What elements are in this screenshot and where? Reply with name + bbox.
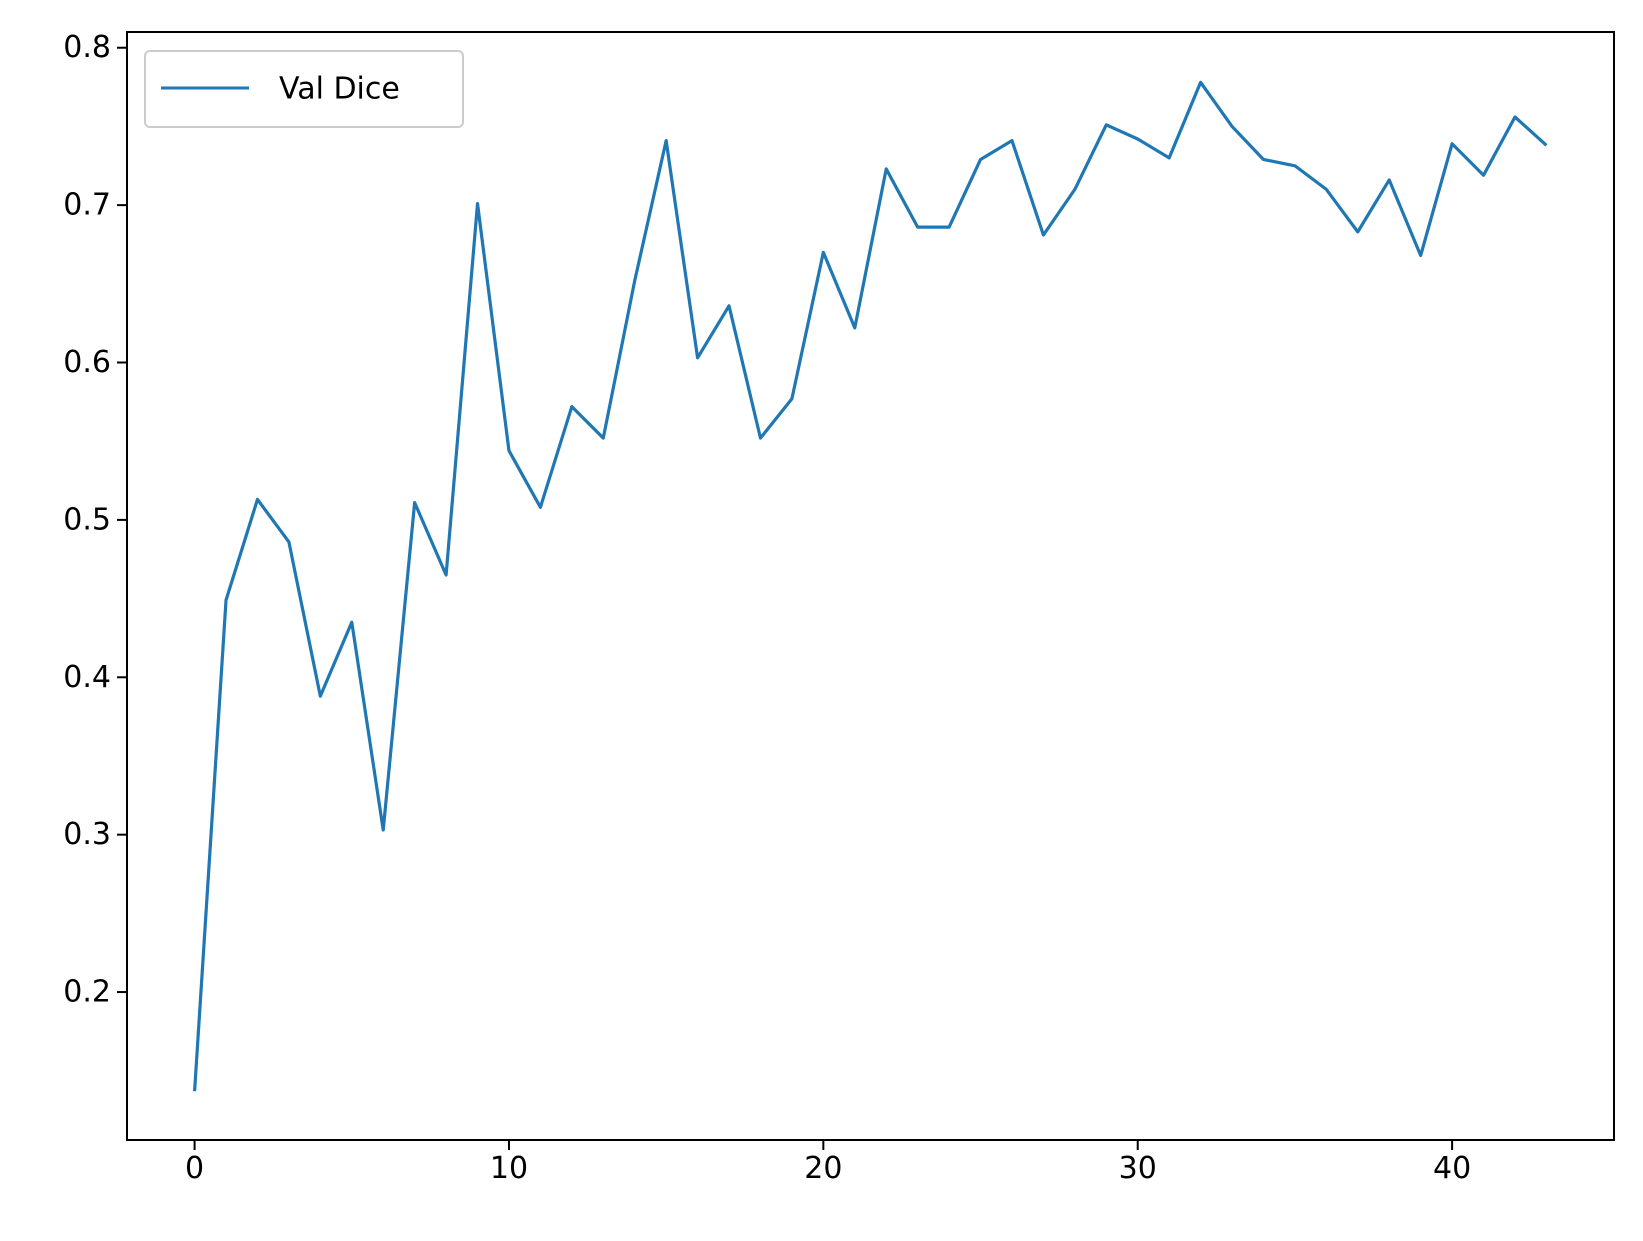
x-tick-label: 20	[804, 1151, 842, 1186]
y-tick-label: 0.8	[63, 30, 111, 65]
y-tick-label: 0.4	[63, 660, 111, 695]
axis-ticks: 0 10 20 30 40 0.2 0.3 0.4 0.5 0.6 0.7 0.8	[63, 30, 1471, 1186]
y-tick-label: 0.6	[63, 345, 111, 380]
x-tick-label: 40	[1433, 1151, 1471, 1186]
plot-data	[192, 80, 1548, 1092]
y-tick-label: 0.7	[63, 188, 111, 223]
legend: Val Dice	[144, 50, 464, 128]
y-tick-label: 0.5	[63, 502, 111, 537]
x-tick-label: 0	[185, 1151, 204, 1186]
x-tick-label: 10	[490, 1151, 528, 1186]
legend-box	[144, 50, 464, 128]
y-tick-label: 0.2	[63, 975, 111, 1010]
series-line-0	[192, 80, 1548, 1092]
y-tick-label: 0.3	[63, 817, 111, 852]
plot-frame	[126, 31, 1615, 1141]
legend-label-val-dice: Val Dice	[279, 72, 400, 107]
x-tick-label: 30	[1119, 1151, 1157, 1186]
